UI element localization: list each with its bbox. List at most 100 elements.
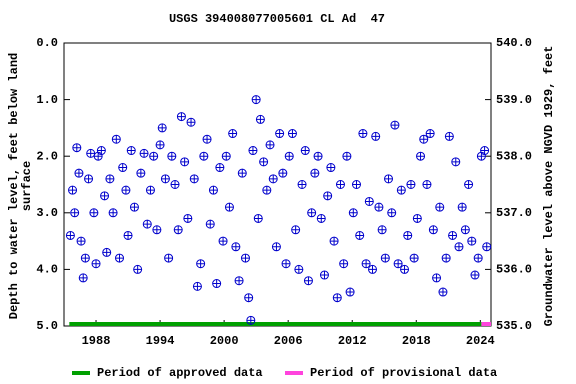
data-point xyxy=(157,123,167,133)
period-bar xyxy=(69,322,482,326)
y-tick-label: 5.0 xyxy=(36,319,58,333)
data-point xyxy=(139,148,149,158)
data-point xyxy=(221,151,231,161)
data-point xyxy=(123,230,133,240)
legend-label: Period of approved data xyxy=(97,366,263,380)
data-point xyxy=(409,253,419,263)
data-point xyxy=(268,174,278,184)
data-point xyxy=(215,163,225,173)
data-point xyxy=(319,270,329,280)
data-point xyxy=(251,95,261,105)
data-point xyxy=(167,151,177,161)
data-point xyxy=(228,129,238,139)
data-point xyxy=(212,279,222,289)
data-point xyxy=(345,287,355,297)
data-point xyxy=(364,196,374,206)
data-point xyxy=(126,146,136,156)
x-tick-label: 2024 xyxy=(466,334,495,348)
data-point xyxy=(111,134,121,144)
data-point xyxy=(96,146,106,156)
y-axis-label: Depth to water level, feet below land xyxy=(7,53,21,319)
data-point xyxy=(70,208,80,218)
data-point xyxy=(287,129,297,139)
data-point xyxy=(180,157,190,167)
data-point xyxy=(406,180,416,189)
data-point xyxy=(284,151,294,161)
data-point xyxy=(183,213,193,223)
data-point xyxy=(473,253,483,263)
data-point xyxy=(149,151,159,161)
data-point xyxy=(278,168,288,178)
data-point xyxy=(80,253,90,263)
data-point xyxy=(358,129,368,139)
data-point xyxy=(173,225,183,235)
y2-tick-label: 535.0 xyxy=(496,319,532,333)
data-point xyxy=(482,242,492,252)
y2-tick-label: 537.0 xyxy=(496,206,532,220)
data-point xyxy=(342,151,352,161)
data-point xyxy=(255,114,265,124)
data-point xyxy=(231,242,241,252)
y-tick-label: 1.0 xyxy=(36,93,58,107)
x-tick-label: 2012 xyxy=(338,334,367,348)
data-point xyxy=(202,134,212,144)
data-point xyxy=(303,276,313,286)
data-point xyxy=(332,293,342,303)
data-point xyxy=(371,131,381,141)
data-point xyxy=(396,185,406,195)
data-point xyxy=(374,202,384,212)
data-point xyxy=(361,259,371,269)
data-point xyxy=(74,168,84,178)
data-point xyxy=(339,259,349,269)
data-point xyxy=(115,253,125,263)
data-point xyxy=(142,219,152,229)
data-point xyxy=(186,117,196,127)
data-point xyxy=(145,185,155,195)
data-point xyxy=(248,146,258,156)
x-tick-label: 2018 xyxy=(402,334,431,348)
data-point xyxy=(205,219,215,229)
data-point xyxy=(435,202,445,212)
data-point xyxy=(438,287,448,297)
data-point xyxy=(335,180,345,189)
data-point xyxy=(160,174,170,184)
data-point xyxy=(218,236,228,246)
data-point xyxy=(105,174,115,184)
y-axis-label: surface xyxy=(20,161,34,211)
y-tick-label: 3.0 xyxy=(36,206,58,220)
data-point xyxy=(412,213,422,223)
data-point xyxy=(368,264,378,274)
data-point xyxy=(176,112,186,122)
data-point xyxy=(454,242,464,252)
data-point xyxy=(480,146,490,156)
data-point xyxy=(457,202,467,212)
data-point xyxy=(253,213,263,223)
data-point xyxy=(246,315,256,325)
data-point xyxy=(275,129,285,139)
data-point xyxy=(100,191,110,201)
data-point xyxy=(448,230,458,240)
data-point xyxy=(313,151,323,161)
data-point xyxy=(351,180,361,189)
data-point xyxy=(310,168,320,178)
y-tick-label: 2.0 xyxy=(36,149,58,163)
data-point xyxy=(441,253,451,263)
data-point xyxy=(136,168,146,178)
data-point xyxy=(403,230,413,240)
data-point xyxy=(428,225,438,235)
data-point xyxy=(91,259,101,269)
data-point xyxy=(380,253,390,263)
data-point xyxy=(164,253,174,263)
data-point xyxy=(425,129,435,139)
data-point xyxy=(390,120,400,130)
data-point xyxy=(384,174,394,184)
data-point xyxy=(329,236,339,246)
legend-label: Period of provisional data xyxy=(310,366,497,380)
data-point xyxy=(129,202,139,212)
data-point xyxy=(259,157,269,167)
data-point xyxy=(348,208,358,218)
y-tick-label: 4.0 xyxy=(36,263,58,277)
data-point xyxy=(444,131,454,141)
data-point xyxy=(294,264,304,274)
